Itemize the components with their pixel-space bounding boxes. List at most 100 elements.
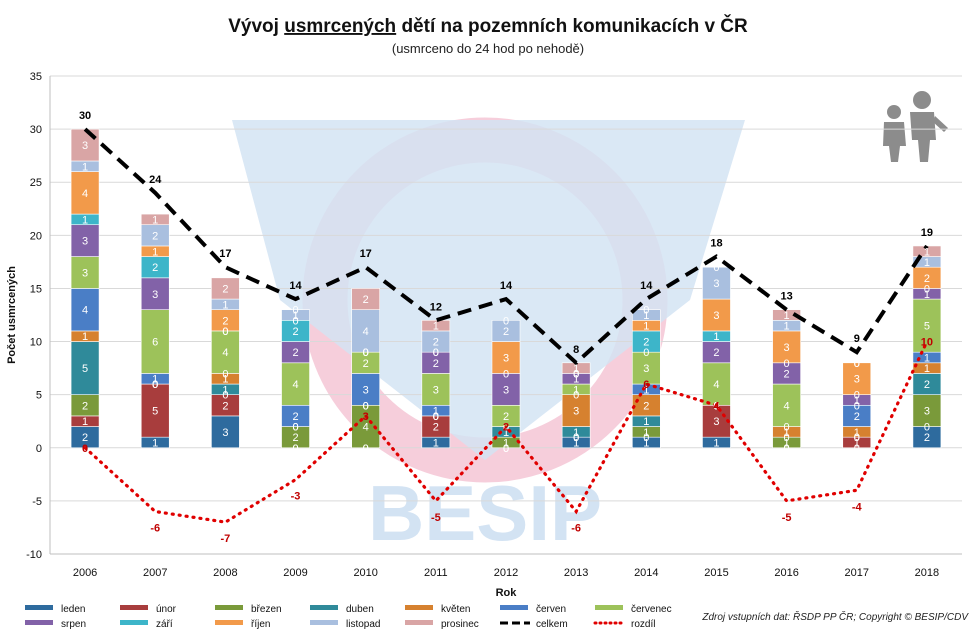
segment-label: 0 <box>784 432 790 444</box>
chart-title: Vývoj usmrcených dětí na pozemních komun… <box>228 15 748 37</box>
bar-segment <box>70 288 100 332</box>
segment-label: 0 <box>222 326 228 338</box>
segment-label: 0 <box>503 315 509 327</box>
bar-segment <box>421 320 451 332</box>
total-label: 14 <box>640 280 653 292</box>
legend-entry: celkem <box>536 619 568 630</box>
bar-segment <box>632 351 661 385</box>
y-axis-title: Počet usmrcených <box>6 266 18 364</box>
bar-segment <box>140 383 170 438</box>
segment-label: 3 <box>82 236 88 248</box>
x-tick-label: 2006 <box>73 567 97 579</box>
legend-swatch <box>310 605 338 610</box>
segment-label: 2 <box>784 368 790 380</box>
segment-label: 1 <box>152 437 158 449</box>
segment-label: 1 <box>713 331 719 343</box>
bar-segment <box>211 330 240 374</box>
bar-segment <box>140 277 170 310</box>
segment-label: 4 <box>713 379 719 391</box>
y-tick-label: 5 <box>36 390 42 402</box>
legend-entry: listopad <box>346 619 380 630</box>
bar-segment <box>491 373 521 406</box>
segment-label: 3 <box>363 384 369 396</box>
bar-segment <box>351 373 380 406</box>
segment-label: 2 <box>292 411 298 423</box>
segment-label: 0 <box>433 347 439 359</box>
segment-label: 0 <box>573 368 579 380</box>
segment-label: 1 <box>643 437 649 449</box>
y-tick-label: -10 <box>26 549 42 561</box>
segment-label: 1 <box>292 310 298 322</box>
segment-label: 2 <box>924 432 930 444</box>
difference-label: -6 <box>150 523 160 535</box>
x-tick-label: 2015 <box>704 567 728 579</box>
segment-label: 0 <box>363 347 369 359</box>
segment-label: 0 <box>433 411 439 423</box>
difference-label: -7 <box>220 533 230 545</box>
legend-swatch <box>215 605 243 610</box>
segment-label: 1 <box>854 395 860 407</box>
segment-label: 3 <box>503 384 509 396</box>
legend-entry: prosinec <box>441 619 479 630</box>
segment-label: 1 <box>643 384 649 396</box>
segment-label: 1 <box>503 437 509 449</box>
legend-swatch <box>120 605 148 610</box>
legend-swatch <box>25 620 53 625</box>
segment-label: 1 <box>152 374 158 386</box>
legend-swatch <box>25 605 53 610</box>
total-label: 13 <box>780 291 792 303</box>
segment-label: 1 <box>503 427 509 439</box>
total-label: 12 <box>430 301 442 313</box>
segment-label: 0 <box>503 368 509 380</box>
segment-label: 0 <box>643 305 649 317</box>
bar-segment <box>70 256 100 289</box>
segment-label: 2 <box>152 230 158 242</box>
segment-label: 2 <box>503 411 509 423</box>
segment-label: 1 <box>573 374 579 386</box>
difference-label: 0 <box>82 443 88 455</box>
segment-label: 0 <box>292 443 298 455</box>
segment-label: 0 <box>222 368 228 380</box>
segment-label: 4 <box>363 326 369 338</box>
segment-label: 1 <box>924 257 930 269</box>
y-tick-label: 10 <box>30 337 42 349</box>
segment-label: 0 <box>713 400 719 412</box>
segment-label: 1 <box>82 331 88 343</box>
segment-label: 0 <box>363 400 369 412</box>
difference-label: 3 <box>363 411 369 423</box>
segment-label: 5 <box>924 321 930 333</box>
segment-label: 0 <box>854 432 860 444</box>
bar-segment <box>70 224 100 257</box>
segment-label: 1 <box>713 437 719 449</box>
segment-label: 0 <box>363 400 369 412</box>
bar-segment <box>70 341 100 395</box>
segment-label: 0 <box>433 411 439 423</box>
total-label: 17 <box>219 248 231 260</box>
segment-label: 2 <box>433 337 439 349</box>
segment-label: 1 <box>573 427 579 439</box>
segment-label: 0 <box>503 443 509 455</box>
segment-label: 0 <box>573 368 579 380</box>
segment-label: 2 <box>854 411 860 423</box>
segment-label: 1 <box>82 416 88 428</box>
segment-label: 2 <box>222 315 228 327</box>
segment-label: 2 <box>643 400 649 412</box>
children-walking-icon <box>883 91 948 162</box>
chart-title-part-2: usmrcených <box>284 16 396 37</box>
segment-label: 0 <box>363 347 369 359</box>
x-tick-label: 2016 <box>774 567 798 579</box>
bar-segment <box>70 171 100 215</box>
data-labels: 2125143314131500016321213201104002120020… <box>79 110 933 545</box>
segment-label: 2 <box>363 358 369 370</box>
line-series-rozdíl <box>83 339 929 524</box>
segment-label: 0 <box>363 347 369 359</box>
total-label: 8 <box>573 344 579 356</box>
difference-label: 4 <box>713 400 720 412</box>
chart-title-part-3: dětí na pozemních komunikacích v ČR <box>396 15 748 37</box>
legend-swatch <box>310 620 338 625</box>
segment-label: 0 <box>222 390 228 402</box>
bar-segment <box>70 128 100 162</box>
segment-label: 1 <box>784 437 790 449</box>
segment-label: 1 <box>854 437 860 449</box>
